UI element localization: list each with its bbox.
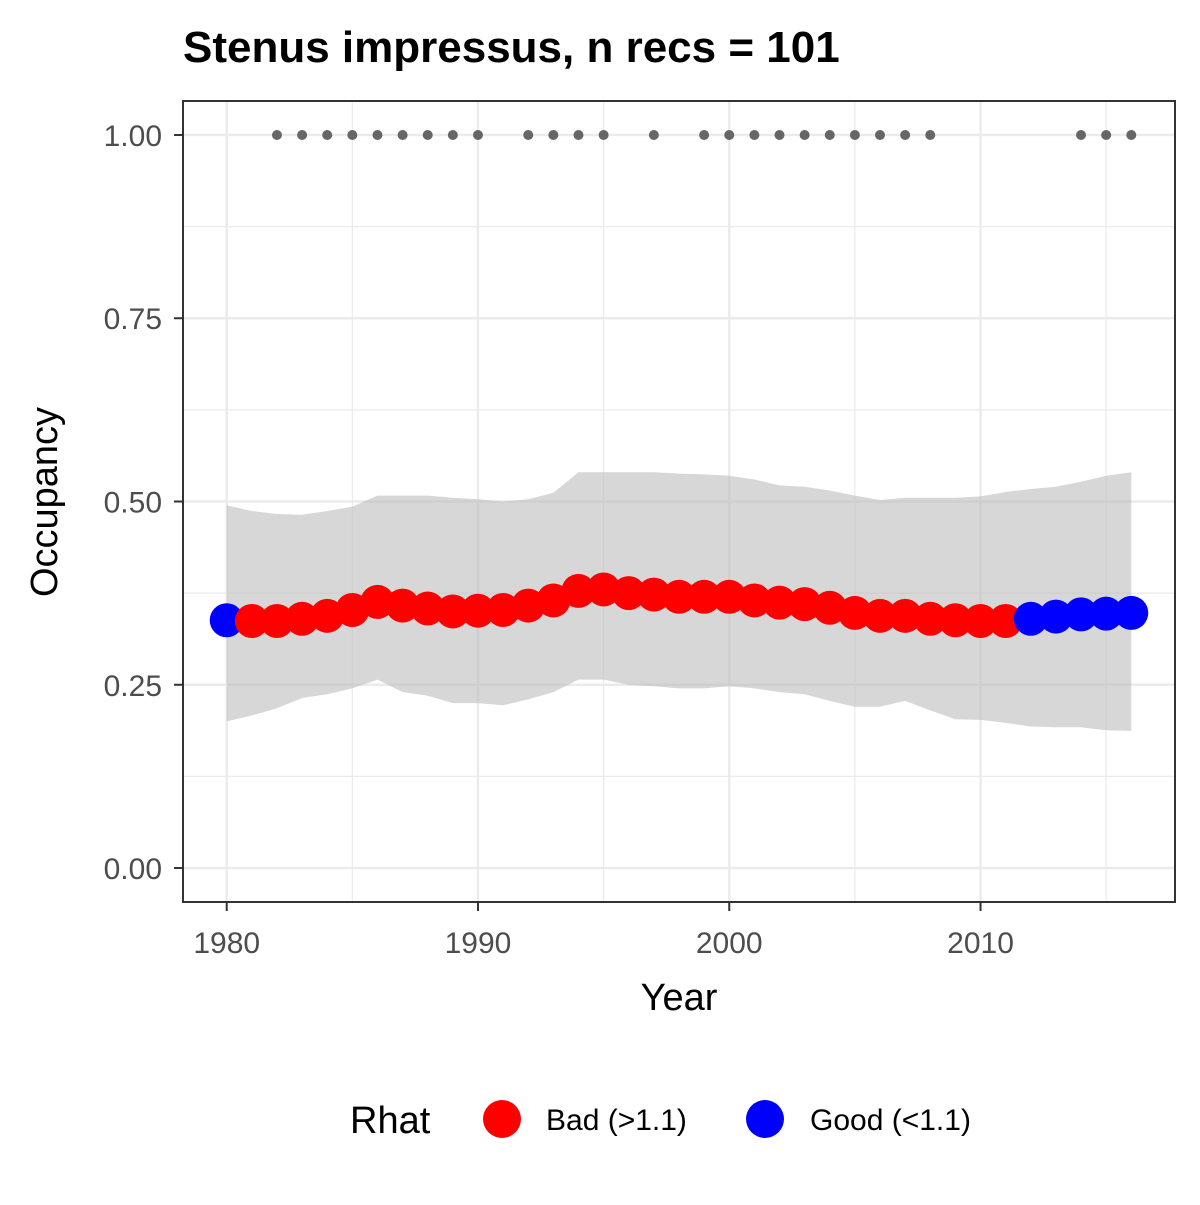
occupancy-points xyxy=(209,572,1149,638)
occupancy-point-bad xyxy=(712,579,747,614)
detection-point xyxy=(749,129,760,140)
occupancy-point-bad xyxy=(259,603,294,638)
detection-point xyxy=(271,129,282,140)
detection-point xyxy=(548,129,559,140)
y-axis-title: Occupancy xyxy=(24,407,66,597)
detection-point xyxy=(799,129,810,140)
occupancy-point-good xyxy=(1038,599,1073,634)
occupancy-point-bad xyxy=(435,594,470,629)
occupancy-point-bad xyxy=(863,598,898,633)
detection-point xyxy=(397,129,408,140)
detection-point xyxy=(447,129,458,140)
detection-points xyxy=(271,129,1137,140)
occupancy-point-bad xyxy=(285,601,320,636)
detection-point xyxy=(472,129,483,140)
occupancy-point-bad xyxy=(888,598,923,633)
detection-point xyxy=(925,129,936,140)
legend-key-bad xyxy=(483,1100,521,1138)
occupancy-point-bad xyxy=(787,587,822,622)
occupancy-point-bad xyxy=(737,583,772,618)
detection-point xyxy=(849,129,860,140)
chart-title: Stenus impressus, n recs = 101 xyxy=(183,23,840,72)
y-tick-label: 0.00 xyxy=(104,853,162,886)
x-tick-label: 2010 xyxy=(947,927,1014,960)
occupancy-point-bad xyxy=(938,603,973,638)
detection-point xyxy=(1101,129,1112,140)
occupancy-point-bad xyxy=(837,595,872,630)
y-tick-label: 0.25 xyxy=(104,670,162,703)
occupancy-point-good xyxy=(1089,596,1124,631)
detection-point xyxy=(699,129,710,140)
detection-point xyxy=(724,129,735,140)
occupancy-point-bad xyxy=(662,579,696,614)
detection-point xyxy=(372,129,383,140)
occupancy-point-bad xyxy=(636,577,671,612)
x-tick-label: 1990 xyxy=(445,927,512,960)
occupancy-point-bad xyxy=(913,601,948,636)
occupancy-point-bad xyxy=(460,593,495,628)
occupancy-point-bad xyxy=(234,603,269,638)
legend: Rhat Bad (>1.1) Good (<1.1) xyxy=(350,1100,971,1142)
occupancy-point-bad xyxy=(963,603,998,638)
occupancy-point-bad xyxy=(611,576,646,611)
detection-point xyxy=(774,129,785,140)
detection-point xyxy=(523,129,534,140)
detection-point xyxy=(297,129,308,140)
detection-point xyxy=(648,129,659,140)
detection-point xyxy=(1126,129,1137,140)
x-tick-label: 2000 xyxy=(696,927,763,960)
detection-point xyxy=(824,129,835,140)
y-tick-label: 1.00 xyxy=(104,120,162,153)
y-tick-label: 0.75 xyxy=(104,303,162,336)
legend-label-good: Good (<1.1) xyxy=(810,1104,971,1137)
detection-point xyxy=(347,129,358,140)
x-tick-label: 1980 xyxy=(193,927,260,960)
occupancy-point-bad xyxy=(410,591,445,626)
detection-point xyxy=(573,129,584,140)
occupancy-point-bad xyxy=(586,572,621,607)
detection-point xyxy=(322,129,333,140)
y-tick-label: 0.50 xyxy=(104,487,162,520)
occupancy-point-good xyxy=(1114,595,1149,630)
occupancy-point-good xyxy=(209,603,244,638)
detection-point xyxy=(598,129,609,140)
legend-label-bad: Bad (>1.1) xyxy=(546,1104,687,1137)
occupancy-point-bad xyxy=(385,588,420,623)
detection-point xyxy=(422,129,433,140)
occupancy-point-bad xyxy=(561,573,596,608)
legend-title: Rhat xyxy=(350,1100,431,1142)
legend-key-good xyxy=(746,1100,784,1138)
occupancy-point-good xyxy=(1064,597,1099,632)
occupancy-point-good xyxy=(1013,601,1048,636)
occupancy-point-bad xyxy=(988,603,1023,638)
detection-point xyxy=(1076,129,1087,140)
occupancy-point-bad xyxy=(360,584,395,619)
axis-ticks: 1980 1990 2000 2010 0.00 0.25 0.50 0.75 1.00 xyxy=(104,120,1014,960)
x-axis-title: Year xyxy=(641,977,718,1019)
occupancy-point-bad xyxy=(687,579,722,614)
occupancy-point-bad xyxy=(762,585,797,620)
detection-point xyxy=(875,129,886,140)
detection-point xyxy=(900,129,911,140)
occupancy-point-bad xyxy=(486,592,521,627)
